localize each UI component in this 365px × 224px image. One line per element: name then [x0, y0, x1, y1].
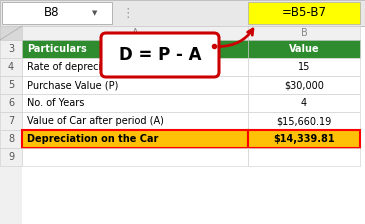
Text: 4: 4 — [8, 62, 14, 72]
Text: Purchase Value (P): Purchase Value (P) — [27, 80, 118, 90]
FancyBboxPatch shape — [248, 58, 360, 76]
FancyBboxPatch shape — [22, 58, 248, 76]
FancyBboxPatch shape — [22, 148, 248, 166]
Text: Value of Car after period (A): Value of Car after period (A) — [27, 116, 164, 126]
FancyBboxPatch shape — [248, 76, 360, 94]
FancyBboxPatch shape — [248, 26, 360, 40]
FancyBboxPatch shape — [22, 130, 248, 148]
FancyBboxPatch shape — [248, 2, 360, 24]
FancyBboxPatch shape — [248, 130, 360, 148]
Text: B8: B8 — [44, 6, 60, 19]
FancyBboxPatch shape — [0, 0, 365, 26]
FancyBboxPatch shape — [248, 112, 360, 130]
FancyBboxPatch shape — [0, 148, 22, 166]
FancyBboxPatch shape — [248, 40, 360, 58]
Text: Value: Value — [289, 44, 319, 54]
Text: 15: 15 — [298, 62, 310, 72]
Text: A: A — [132, 28, 138, 38]
FancyBboxPatch shape — [22, 94, 248, 112]
Text: 7: 7 — [8, 116, 14, 126]
Text: Depreciation on the Car: Depreciation on the Car — [27, 134, 158, 144]
Text: ▼: ▼ — [92, 10, 98, 16]
Text: $15,660.19: $15,660.19 — [276, 116, 332, 126]
FancyBboxPatch shape — [22, 76, 248, 94]
FancyBboxPatch shape — [0, 26, 22, 40]
Text: D = P - A: D = P - A — [119, 46, 201, 64]
Text: $14,339.81: $14,339.81 — [273, 134, 335, 144]
Text: No. of Years: No. of Years — [27, 98, 84, 108]
FancyBboxPatch shape — [2, 2, 112, 24]
FancyBboxPatch shape — [22, 26, 248, 40]
Text: Particulars: Particulars — [27, 44, 87, 54]
Text: 8: 8 — [8, 134, 14, 144]
Text: 6: 6 — [8, 98, 14, 108]
FancyBboxPatch shape — [248, 148, 360, 166]
FancyBboxPatch shape — [22, 112, 248, 130]
Text: =B5-B7: =B5-B7 — [281, 6, 327, 19]
FancyBboxPatch shape — [0, 26, 22, 224]
Text: $30,000: $30,000 — [284, 80, 324, 90]
Text: 9: 9 — [8, 152, 14, 162]
FancyBboxPatch shape — [22, 40, 248, 58]
FancyBboxPatch shape — [0, 130, 22, 148]
FancyBboxPatch shape — [0, 40, 22, 58]
FancyBboxPatch shape — [101, 33, 219, 77]
Text: Rate of depreciation on car: Rate of depreciation on car — [27, 62, 160, 72]
Text: 3: 3 — [8, 44, 14, 54]
Text: 4: 4 — [301, 98, 307, 108]
FancyBboxPatch shape — [0, 58, 22, 76]
FancyBboxPatch shape — [0, 112, 22, 130]
FancyBboxPatch shape — [0, 76, 22, 94]
Text: B: B — [301, 28, 307, 38]
FancyBboxPatch shape — [0, 94, 22, 112]
Text: 5: 5 — [8, 80, 14, 90]
Text: ⋮: ⋮ — [122, 6, 134, 19]
FancyBboxPatch shape — [248, 94, 360, 112]
